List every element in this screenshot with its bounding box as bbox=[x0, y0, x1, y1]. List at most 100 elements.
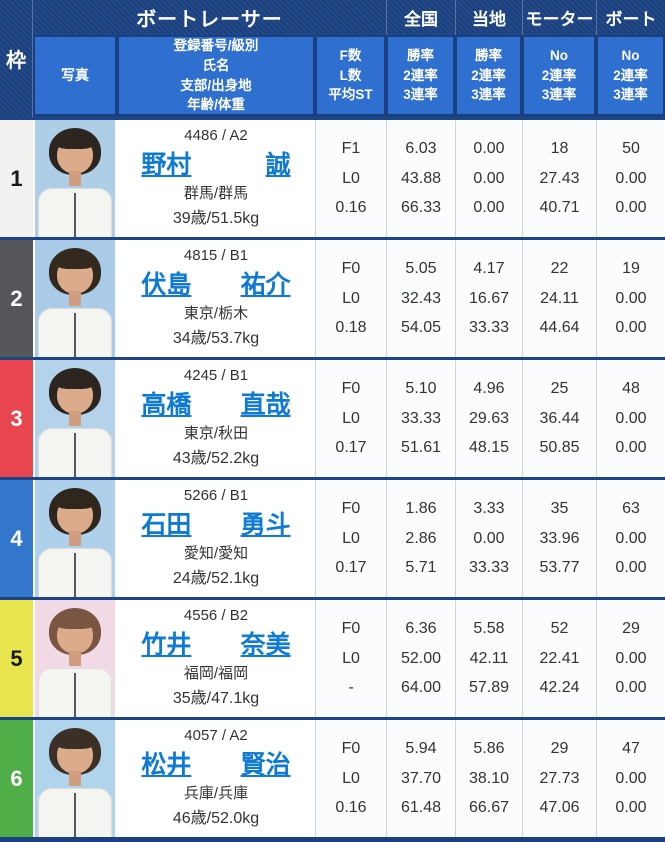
f-l-st-cell: F1 L0 0.16 bbox=[315, 120, 386, 237]
header-f-line: L数 bbox=[339, 67, 362, 83]
zenkoku-win-rate: 1.86 bbox=[405, 499, 437, 517]
zenkoku-3ren-rate: 54.05 bbox=[400, 319, 442, 337]
touchi-win-rate: 5.58 bbox=[473, 619, 505, 637]
racer-name-link[interactable]: 高橋 直哉 bbox=[141, 385, 290, 421]
photo-cell bbox=[33, 480, 117, 597]
racer-name-last: 野村 bbox=[141, 151, 192, 179]
avg-st: 0.16 bbox=[335, 199, 367, 217]
header-info-line: 登録番号/級別 bbox=[173, 38, 259, 54]
boat-stats-cell: 29 0.00 0.00 bbox=[596, 600, 665, 717]
age-weight: 34歳/53.7kg bbox=[172, 330, 260, 347]
zenkoku-3ren-rate: 64.00 bbox=[400, 679, 442, 697]
avatar-neck bbox=[68, 291, 82, 306]
registration-class: 4556 / B2 bbox=[183, 607, 249, 624]
table-row: 2 4815 / B1 伏島 祐介 東京/栃木 34歳/53.7kg F0 L0 bbox=[0, 237, 665, 357]
motor-3ren-rate: 44.64 bbox=[539, 319, 580, 337]
header-rate-line: No bbox=[621, 48, 640, 64]
boat-3ren-rate: 0.00 bbox=[615, 199, 647, 217]
racer-info-cell: 4245 / B1 高橋 直哉 東京/秋田 43歳/52.2kg bbox=[117, 360, 315, 477]
f-count: F0 bbox=[341, 499, 361, 517]
touchi-stats-cell: 0.00 0.00 0.00 bbox=[455, 120, 522, 237]
avatar-neck bbox=[68, 771, 82, 786]
boat-2ren-rate: 0.00 bbox=[615, 769, 647, 787]
racer-name-first: 勇斗 bbox=[240, 511, 291, 539]
boat-stats-cell: 63 0.00 0.00 bbox=[596, 480, 665, 597]
touchi-2ren-rate: 0.00 bbox=[473, 529, 505, 547]
branch-birthplace: 群馬/群馬 bbox=[183, 185, 249, 202]
racer-name-first: 賢治 bbox=[240, 751, 291, 779]
boat-3ren-rate: 0.00 bbox=[615, 559, 647, 577]
frame-number-cell: 6 bbox=[0, 720, 33, 837]
l-count: L0 bbox=[342, 529, 360, 547]
boat-number: 19 bbox=[622, 259, 640, 277]
f-l-st-cell: F0 L0 - bbox=[315, 600, 386, 717]
frame-number-cell: 2 bbox=[0, 240, 33, 357]
racer-name-link[interactable]: 伏島 祐介 bbox=[141, 265, 290, 301]
zenkoku-stats-cell: 6.36 52.00 64.00 bbox=[386, 600, 455, 717]
header-info-line: 氏名 bbox=[202, 57, 230, 73]
frame-number-cell: 1 bbox=[0, 120, 33, 237]
motor-3ren-rate: 53.77 bbox=[539, 559, 580, 577]
motor-3ren-rate: 42.24 bbox=[539, 679, 580, 697]
touchi-stats-cell: 4.17 16.67 33.33 bbox=[455, 240, 522, 357]
motor-2ren-rate: 24.11 bbox=[540, 289, 579, 307]
motor-number: 35 bbox=[550, 499, 569, 517]
racer-info-cell: 4815 / B1 伏島 祐介 東京/栃木 34歳/53.7kg bbox=[117, 240, 315, 357]
age-weight: 24歳/52.1kg bbox=[172, 570, 260, 587]
header-racer-info: 登録番号/級別 氏名 支部/出身地 年齢/体重 bbox=[117, 35, 315, 117]
racer-name-last: 石田 bbox=[141, 511, 192, 539]
racer-name-link[interactable]: 竹井 奈美 bbox=[141, 625, 290, 661]
f-l-st-cell: F0 L0 0.17 bbox=[315, 480, 386, 597]
motor-3ren-rate: 47.06 bbox=[539, 799, 580, 817]
touchi-2ren-rate: 29.63 bbox=[468, 409, 510, 427]
zenkoku-stats-cell: 5.94 37.70 61.48 bbox=[386, 720, 455, 837]
branch-birthplace: 兵庫/兵庫 bbox=[183, 785, 249, 802]
motor-2ren-rate: 36.44 bbox=[539, 409, 580, 427]
touchi-stats-cell: 5.58 42.11 57.89 bbox=[455, 600, 522, 717]
zenkoku-3ren-rate: 51.61 bbox=[400, 439, 442, 457]
l-count: L0 bbox=[342, 409, 360, 427]
f-count: F0 bbox=[341, 739, 361, 757]
boat-stats-cell: 19 0.00 0.00 bbox=[596, 240, 665, 357]
motor-stats-cell: 25 36.44 50.85 bbox=[522, 360, 596, 477]
racer-photo bbox=[35, 720, 115, 837]
photo-cell bbox=[33, 600, 117, 717]
zenkoku-2ren-rate: 37.70 bbox=[400, 769, 442, 787]
header-f-line: F数 bbox=[339, 48, 362, 64]
motor-3ren-rate: 50.85 bbox=[539, 439, 580, 457]
frame-number-cell: 5 bbox=[0, 600, 33, 717]
boat-2ren-rate: 0.00 bbox=[615, 289, 647, 307]
zenkoku-2ren-rate: 52.00 bbox=[400, 649, 442, 667]
boat-number: 29 bbox=[622, 619, 640, 637]
racer-name-link[interactable]: 野村 誠 bbox=[141, 145, 290, 181]
header-zenkoku-rates: 勝率 2連率 3連率 bbox=[386, 35, 455, 117]
header-touchi-rates: 勝率 2連率 3連率 bbox=[455, 35, 522, 117]
age-weight: 35歳/47.1kg bbox=[172, 690, 260, 707]
header-boat-rates: No 2連率 3連率 bbox=[596, 35, 665, 117]
boat-2ren-rate: 0.00 bbox=[615, 649, 647, 667]
header-rate-line: 2連率 bbox=[403, 67, 438, 83]
racer-info-cell: 4486 / A2 野村 誠 群馬/群馬 39歳/51.5kg bbox=[117, 120, 315, 237]
zenkoku-3ren-rate: 61.48 bbox=[400, 799, 442, 817]
photo-cell bbox=[33, 720, 117, 837]
boat-3ren-rate: 0.00 bbox=[615, 439, 647, 457]
motor-number: 29 bbox=[550, 739, 569, 757]
racer-name-link[interactable]: 石田 勇斗 bbox=[141, 505, 290, 541]
age-weight: 39歳/51.5kg bbox=[172, 210, 260, 227]
zenkoku-win-rate: 5.10 bbox=[405, 379, 437, 397]
motor-number: 52 bbox=[550, 619, 569, 637]
racer-name-link[interactable]: 松井 賢治 bbox=[141, 745, 290, 781]
zenkoku-stats-cell: 1.86 2.86 5.71 bbox=[386, 480, 455, 597]
motor-number: 22 bbox=[550, 259, 569, 277]
boat-number: 63 bbox=[622, 499, 640, 517]
racer-name-first: 祐介 bbox=[240, 271, 291, 299]
boat-3ren-rate: 0.00 bbox=[615, 679, 647, 697]
racer-name-first: 奈美 bbox=[240, 631, 291, 659]
racer-photo bbox=[35, 600, 115, 717]
touchi-3ren-rate: 33.33 bbox=[468, 559, 510, 577]
racer-name-last: 松井 bbox=[141, 751, 192, 779]
racer-name-last: 伏島 bbox=[141, 271, 192, 299]
avg-st: - bbox=[348, 679, 354, 697]
boat-stats-cell: 48 0.00 0.00 bbox=[596, 360, 665, 477]
touchi-2ren-rate: 38.10 bbox=[468, 769, 510, 787]
